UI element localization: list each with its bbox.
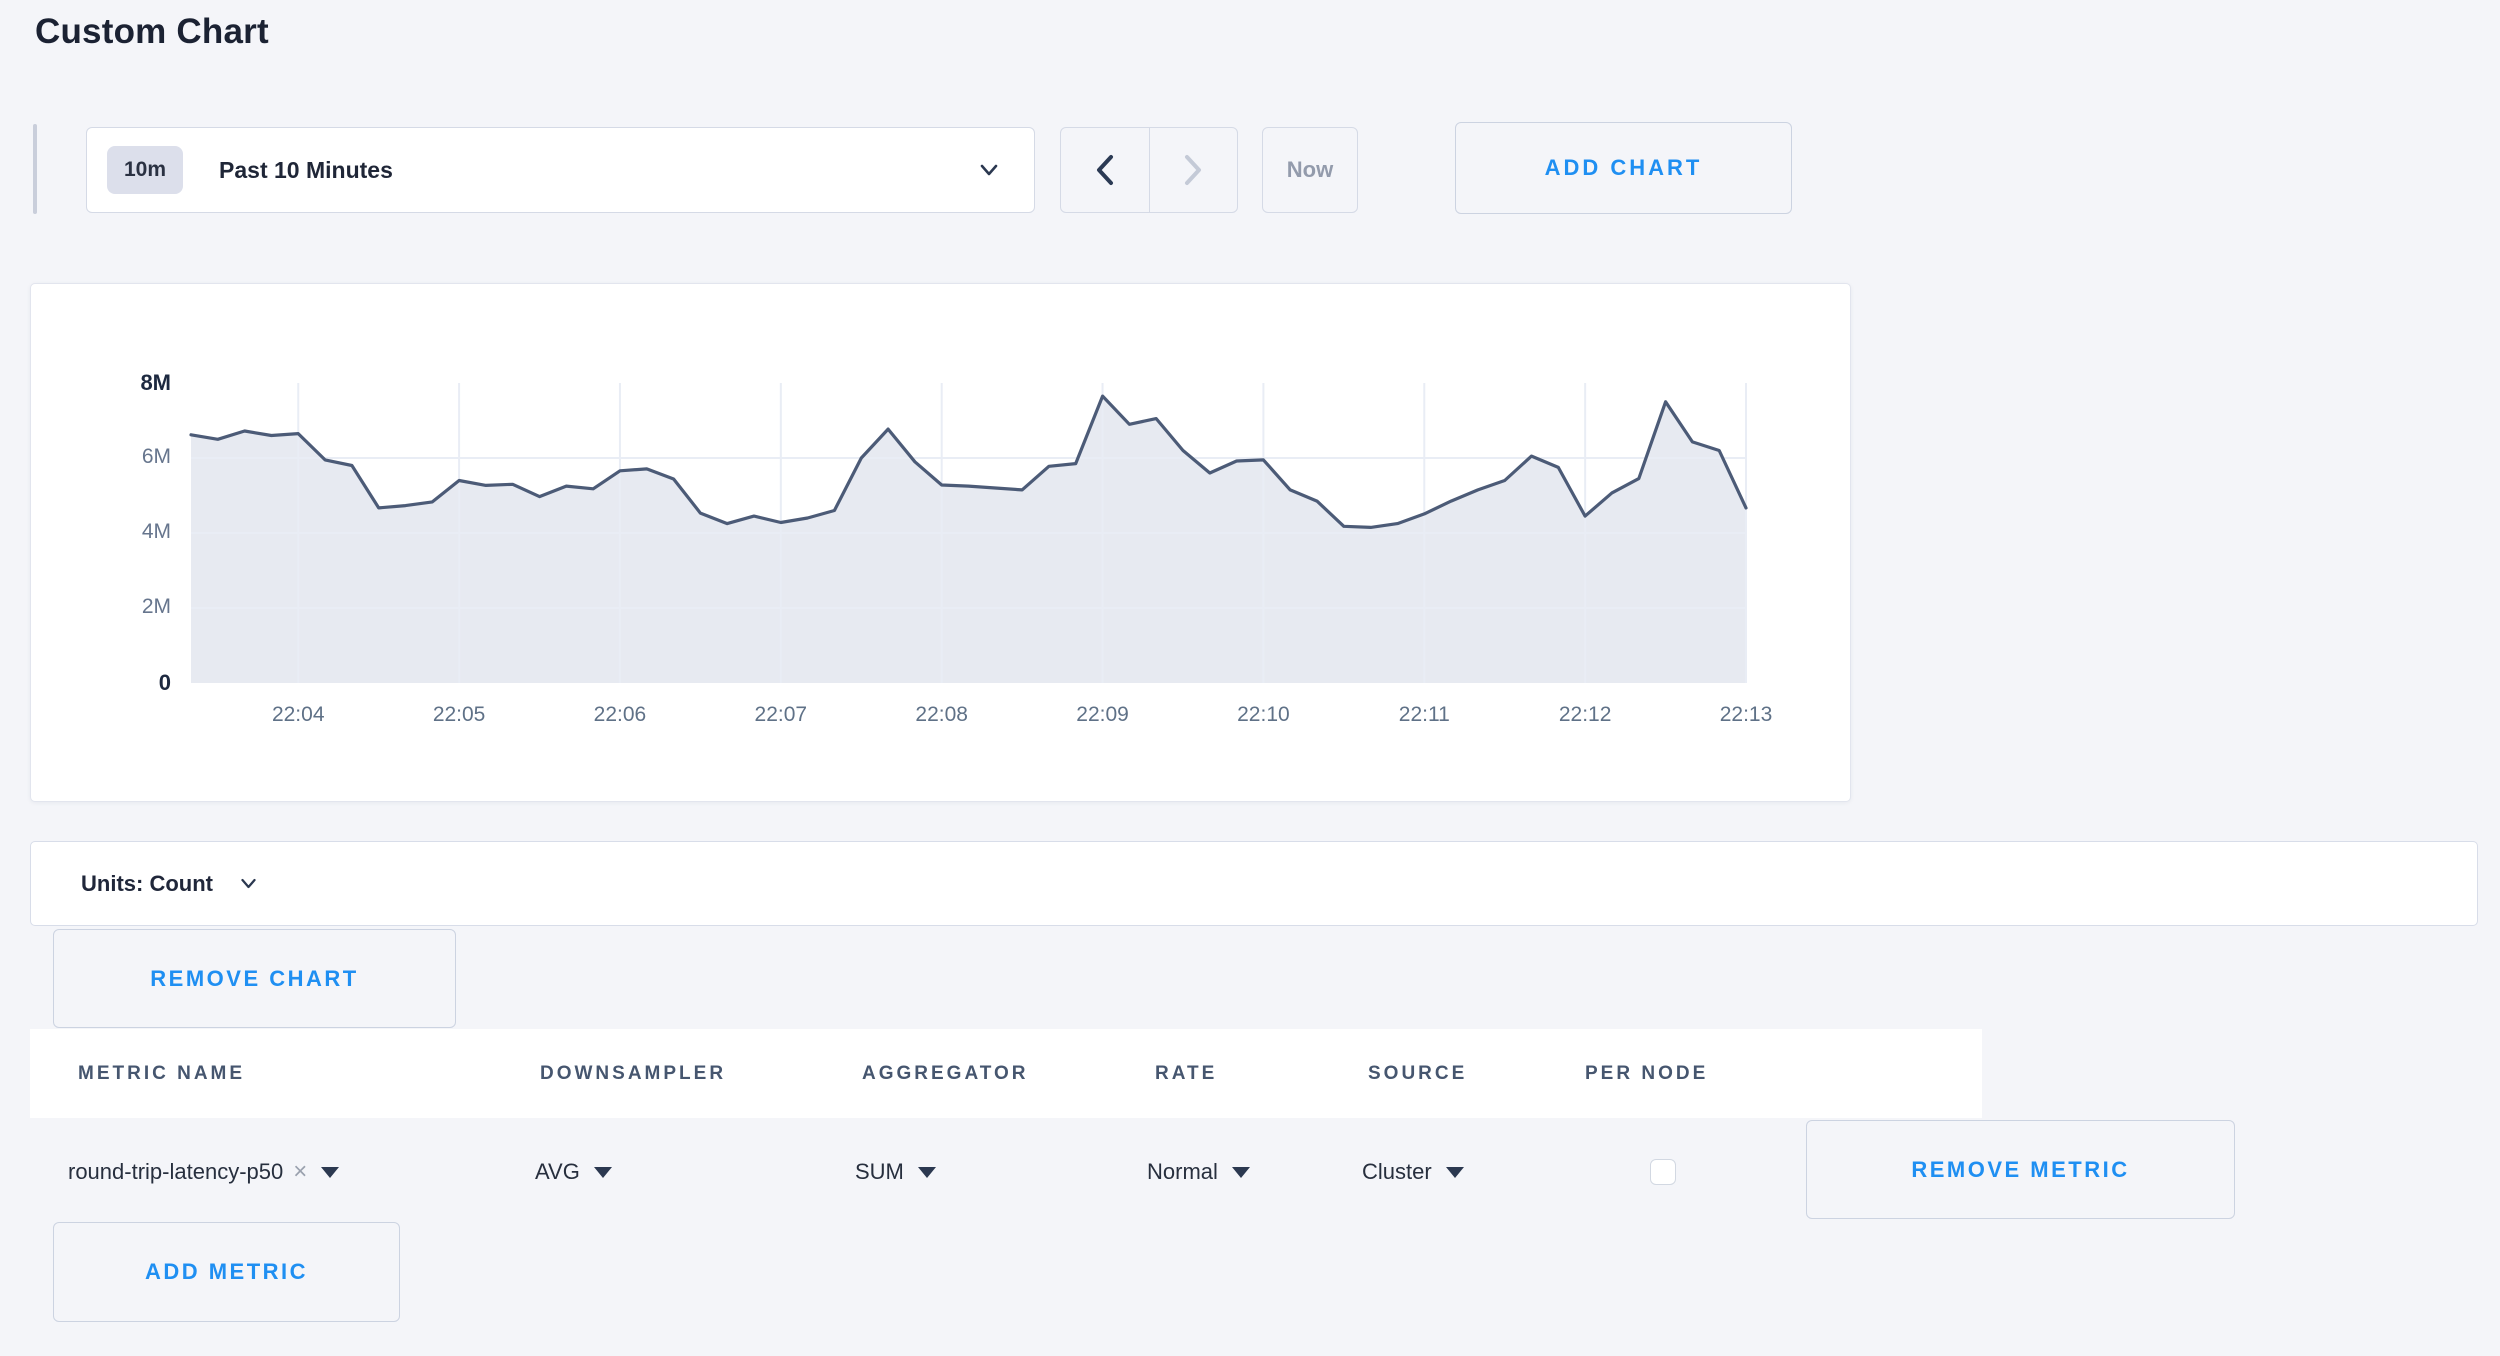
aggregator-value: SUM (855, 1159, 904, 1184)
caret-down-icon (593, 1166, 612, 1178)
next-time-button[interactable] (1148, 128, 1238, 212)
x-axis-tick-label: 22:13 (1719, 703, 1773, 726)
now-button[interactable]: Now (1262, 127, 1358, 213)
x-axis-tick-label: 22:12 (1558, 703, 1612, 726)
rate-select[interactable]: Normal (1147, 1118, 1250, 1226)
time-nav-arrows (1060, 127, 1238, 213)
source-select[interactable]: Cluster (1362, 1118, 1464, 1226)
caret-down-icon (917, 1166, 936, 1178)
metric-name-select[interactable]: round-trip-latency-p50 × (68, 1118, 340, 1226)
units-dropdown[interactable]: Units: Count (30, 841, 2478, 926)
x-axis-tick-label: 22:07 (754, 703, 808, 726)
caret-down-icon (1445, 1166, 1464, 1178)
time-range-dropdown[interactable]: 10m Past 10 Minutes (86, 127, 1035, 213)
downsampler-value: AVG (535, 1159, 580, 1184)
caret-down-icon (321, 1166, 340, 1178)
clear-metric-icon[interactable]: × (293, 1158, 308, 1185)
add-chart-button[interactable]: ADD CHART (1455, 122, 1792, 214)
caret-down-icon (1231, 1166, 1250, 1178)
column-header-rate: RATE (1155, 1062, 1218, 1084)
aggregator-select[interactable]: SUM (855, 1118, 936, 1226)
toolbar-accent-bar (33, 124, 37, 214)
y-axis-tick-label: 2M (141, 595, 171, 618)
time-window-label: Past 10 Minutes (219, 156, 393, 183)
chevron-left-icon (1096, 155, 1113, 185)
x-axis-tick-label: 22:10 (1237, 703, 1290, 726)
per-node-checkbox[interactable] (1650, 1159, 1676, 1185)
column-header-aggregator: AGGREGATOR (862, 1062, 1029, 1084)
downsampler-select[interactable]: AVG (535, 1118, 612, 1226)
remove-metric-button[interactable]: REMOVE METRIC (1806, 1120, 2235, 1219)
chart-card: 8M 6M 4M 2M 0 22:04 22:05 22:06 22:07 22:08 22:09 2… (30, 283, 1851, 802)
column-header-source: SOURCE (1368, 1062, 1468, 1084)
y-axis-tick-label: 8M (140, 370, 171, 395)
remove-chart-button[interactable]: REMOVE CHART (53, 929, 456, 1028)
x-axis-tick-label: 22:05 (432, 703, 486, 726)
x-axis-tick-label: 22:11 (1398, 703, 1450, 726)
column-header-metric-name: METRIC NAME (78, 1062, 246, 1084)
y-axis-tick-label: 4M (141, 520, 171, 543)
metric-name-value: round-trip-latency-p50 (68, 1159, 284, 1184)
add-metric-button[interactable]: ADD METRIC (53, 1222, 400, 1322)
y-axis-tick-label: 6M (141, 445, 171, 468)
metrics-table-header: METRIC NAME DOWNSAMPLER AGGREGATOR RATE … (30, 1029, 1982, 1118)
chevron-right-icon (1185, 155, 1202, 185)
column-header-downsampler: DOWNSAMPLER (540, 1062, 727, 1084)
chevron-down-icon (980, 164, 998, 176)
page-title: Custom Chart (35, 12, 269, 51)
x-axis-tick-label: 22:04 (271, 703, 325, 726)
column-header-per-node: PER NODE (1585, 1062, 1709, 1084)
source-value: Cluster (1362, 1159, 1432, 1184)
y-axis-tick-label: 0 (158, 670, 171, 695)
units-label: Units: Count (81, 870, 213, 896)
rate-value: Normal (1147, 1159, 1218, 1184)
metric-table-row: round-trip-latency-p50 × AVG SUM Normal … (30, 1118, 2478, 1226)
prev-time-button[interactable] (1061, 128, 1149, 212)
x-axis-tick-label: 22:06 (593, 703, 647, 726)
timeseries-area-chart (189, 383, 1748, 683)
x-axis-tick-label: 22:08 (915, 703, 968, 726)
chevron-down-icon (241, 878, 256, 889)
x-axis-tick-label: 22:09 (1076, 703, 1129, 726)
time-window-badge: 10m (107, 146, 184, 194)
